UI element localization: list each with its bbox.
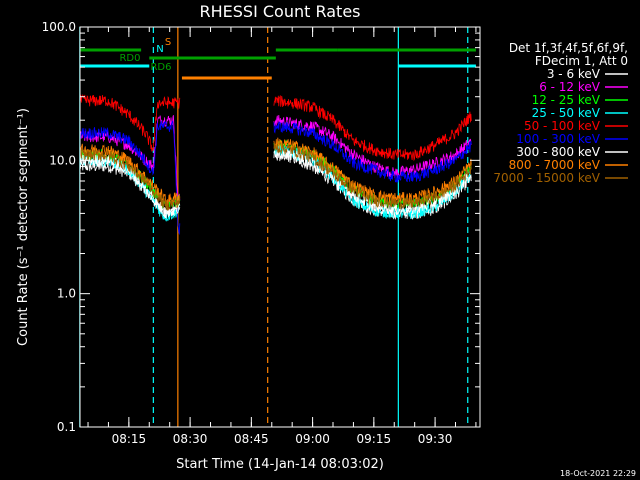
legend-label-0: 3 - 6 keV: [547, 67, 601, 81]
state-bar-label-n: N: [156, 44, 163, 55]
legend-label-7: 800 - 7000 keV: [509, 158, 601, 172]
series-line-8: [79, 142, 472, 212]
legend-label-6: 300 - 800 keV: [516, 145, 600, 159]
legend-header-line-2: FDecim 1, Att 0: [535, 54, 628, 68]
plot-area: SN RD0 RD6: [79, 27, 476, 427]
legend-label-8: 7000 - 15000 keV: [493, 171, 600, 185]
series-layer: [79, 94, 472, 236]
legend: Det 1f,3f,4f,5f,6f,9f, FDecim 1, Att 0 3…: [493, 41, 628, 185]
state-bar-label-rd0: RD0: [119, 53, 140, 64]
x-tick-label-0: 08:15: [112, 432, 147, 446]
axes: 0.1 1.0 10.0 100.0 08:15 08:30 08:45 09:00 09:15…: [42, 20, 480, 446]
legend-label-3: 25 - 50 keV: [532, 106, 601, 120]
legend-label-4: 50 - 100 keV: [524, 119, 601, 133]
series-line-5: [79, 120, 472, 236]
plot-frame: [79, 26, 481, 428]
legend-header-line-1: Det 1f,3f,4f,5f,6f,9f,: [509, 41, 628, 55]
y-tick-label-2: 10.0: [49, 153, 76, 167]
legend-label-5: 100 - 300 keV: [516, 132, 600, 146]
y-tick-label-0: 0.1: [57, 420, 76, 434]
state-bar-label-rd6: RD6: [150, 62, 171, 73]
state-bars: SN RD0 RD6: [79, 37, 476, 80]
x-tick-label-4: 09:15: [357, 432, 392, 446]
legend-label-2: 12 - 25 keV: [532, 93, 601, 107]
legend-label-1: 6 - 12 keV: [539, 80, 601, 94]
series-line-4: [79, 94, 472, 162]
x-tick-label-5: 09:30: [418, 432, 453, 446]
y-axis-label: Count Rate (s⁻¹ detector segment⁻¹): [16, 108, 31, 346]
x-axis-label: Start Time (14-Jan-14 08:03:02): [176, 457, 384, 472]
y-tick-label-1: 1.0: [57, 287, 76, 301]
x-tick-label-1: 08:30: [173, 432, 208, 446]
x-tick-label-2: 08:45: [234, 432, 269, 446]
y-tick-label-3: 100.0: [42, 20, 76, 34]
timestamp: 18-Oct-2021 22:29: [560, 469, 636, 478]
chart-title: RHESSI Count Rates: [200, 2, 361, 21]
x-tick-label-3: 09:00: [295, 432, 330, 446]
state-bar-label-s: S: [165, 37, 171, 48]
vertical-markers: [79, 27, 469, 427]
